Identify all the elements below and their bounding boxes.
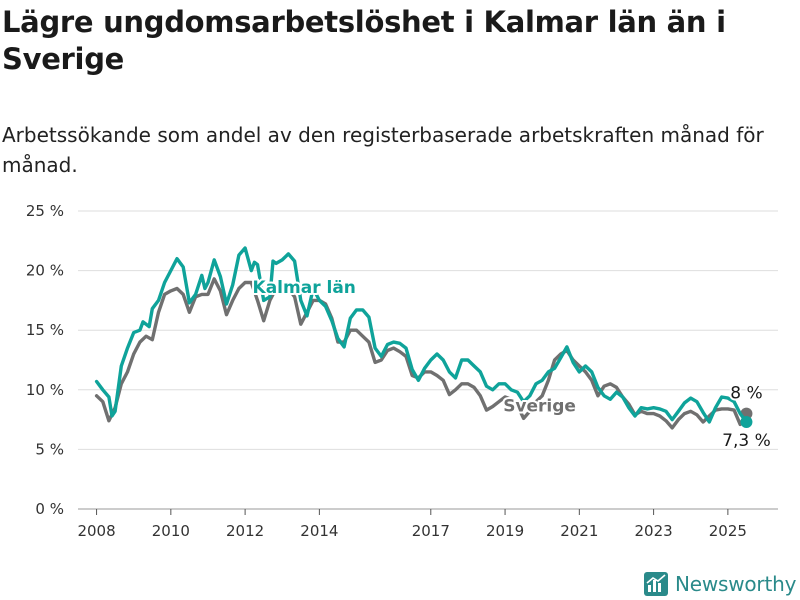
grid-lines <box>78 210 778 510</box>
series-lines <box>94 246 753 430</box>
sverige-line <box>94 277 749 430</box>
y-tick-label: 15 % <box>26 321 64 339</box>
x-tick-label: 2021 <box>560 522 598 540</box>
x-tick-label: 2019 <box>486 522 524 540</box>
kalmar-lan-line <box>94 246 749 424</box>
brand-name: Newsworthy <box>675 572 797 596</box>
sverige-end-value-label: 8 % <box>730 384 762 404</box>
y-tick-label: 5 % <box>35 440 64 458</box>
x-tick-label: 2008 <box>77 522 115 540</box>
y-axis-tick-labels: 0 % 5 % 10 % 15 % 20 % 25 % <box>26 202 64 518</box>
newsworthy-brand[interactable]: Newsworthy <box>644 568 796 600</box>
x-axis: 2008 2010 2012 2014 2017 2019 2021 2023 2025 <box>77 509 747 540</box>
sverige-series-label: Sverige <box>503 396 576 416</box>
x-tick-label: 2017 <box>412 522 450 540</box>
x-tick-label: 2014 <box>300 522 338 540</box>
x-tick-label: 2025 <box>709 522 747 540</box>
series-labels: Kalmar län Sverige 8 % 7,3 % <box>251 276 773 453</box>
x-tick-label: 2023 <box>635 522 673 540</box>
y-tick-label: 25 % <box>26 202 64 220</box>
chart-title: Lägre ungdomsarbetslöshet i Kalmar län ä… <box>2 5 726 76</box>
kalmar-lan-series-label: Kalmar län <box>253 278 356 298</box>
x-tick-label: 2012 <box>226 522 264 540</box>
y-tick-label: 10 % <box>26 381 64 399</box>
kalmar-lan-end-dot <box>740 415 753 428</box>
y-tick-label: 0 % <box>35 500 64 518</box>
newsworthy-logo-icon <box>644 572 668 596</box>
kalmar-lan-end-value-label: 7,3 % <box>722 431 771 451</box>
chart-subtitle: Arbetssökande som andel av den registerb… <box>2 123 764 177</box>
x-tick-label: 2010 <box>152 522 190 540</box>
y-tick-label: 20 % <box>26 262 64 280</box>
